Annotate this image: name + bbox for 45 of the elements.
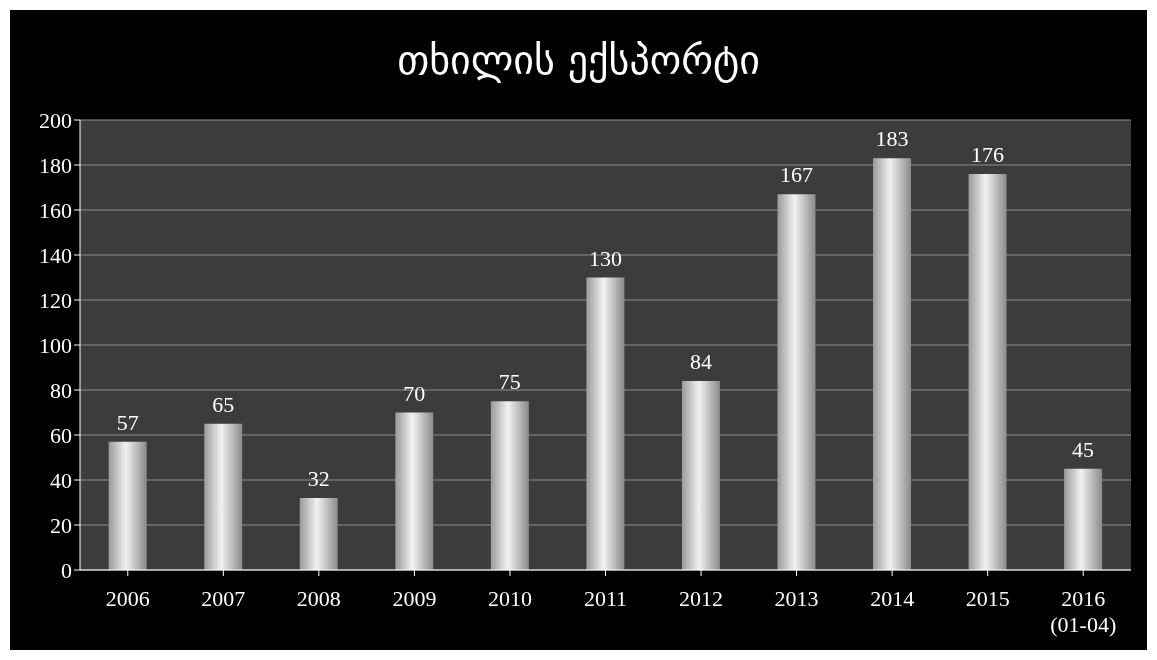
x-tick-label: 2008: [296, 585, 341, 611]
data-label: 65: [212, 391, 235, 417]
bar: [777, 194, 816, 570]
chart-title: თხილის ექსპორტი: [397, 37, 760, 83]
x-tick-label: 2009: [392, 585, 437, 611]
bar: [1064, 468, 1103, 570]
y-tick-label: 180: [39, 152, 72, 178]
data-label: 167: [779, 162, 813, 188]
y-tick-label: 0: [61, 557, 72, 583]
bar: [490, 401, 529, 570]
data-label: 32: [307, 466, 330, 491]
bar: [681, 381, 720, 570]
bar: [108, 441, 147, 570]
y-tick-label: 40: [50, 467, 72, 493]
bar: [968, 174, 1007, 570]
data-label: 45: [1072, 436, 1095, 462]
x-tick-label: 2016 (01-04): [1050, 585, 1117, 638]
data-label: 176: [971, 142, 1005, 167]
data-label: 84: [689, 349, 712, 374]
y-tick-label: 80: [50, 377, 72, 403]
y-tick-label: 160: [39, 197, 72, 223]
data-label: 130: [588, 245, 622, 271]
data-label: 75: [498, 369, 521, 395]
bar: [299, 498, 338, 570]
x-tick-label: 2015: [965, 585, 1010, 611]
data-label: 183: [875, 126, 909, 152]
bar: [395, 412, 434, 570]
data-label: 57: [116, 409, 139, 435]
x-tick-label: 2011: [583, 585, 628, 611]
y-tick-label: 100: [39, 332, 72, 358]
bar: [873, 158, 912, 570]
x-tick-label: 2012: [679, 585, 724, 611]
x-tick-label: 2006: [105, 585, 150, 611]
bar: [586, 277, 625, 570]
y-tick-label: 140: [39, 242, 72, 268]
x-tick-label: 2007: [201, 585, 246, 611]
y-tick-label: 120: [39, 287, 72, 313]
x-tick-label: 2013: [774, 585, 819, 611]
data-label: 70: [403, 380, 426, 406]
x-tick-label: 2010: [487, 585, 532, 611]
y-tick-label: 60: [50, 422, 72, 448]
bar: [204, 423, 243, 570]
y-tick-label: 200: [39, 107, 72, 133]
y-tick-label: 20: [50, 512, 72, 538]
x-tick-label: 2014: [870, 585, 915, 611]
